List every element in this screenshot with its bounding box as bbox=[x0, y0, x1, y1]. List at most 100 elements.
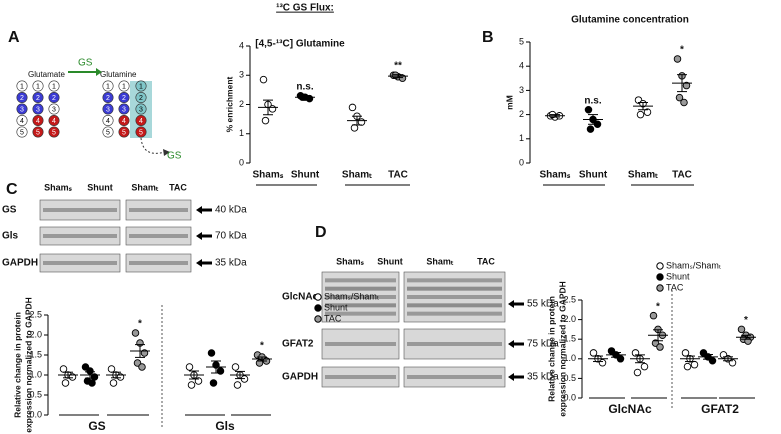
carbon-number: 1 bbox=[106, 83, 110, 90]
y-tick-label: 2.5 bbox=[29, 309, 42, 319]
carbon-number: 5 bbox=[122, 129, 126, 136]
carbon bbox=[135, 103, 147, 115]
annotation: n.s. bbox=[584, 95, 601, 106]
x-tick-label: Shamₛ bbox=[540, 170, 571, 181]
carbon bbox=[135, 92, 147, 104]
carbon-number: 3 bbox=[36, 106, 40, 113]
carbon bbox=[135, 126, 147, 138]
panel-label: A bbox=[8, 29, 20, 46]
exit-label: GS bbox=[167, 151, 182, 162]
y-tick-label: 0.5 bbox=[29, 389, 42, 399]
marker-arrow bbox=[196, 259, 212, 267]
carbon-number: 1 bbox=[36, 83, 40, 90]
band bbox=[407, 311, 502, 316]
band bbox=[325, 303, 396, 308]
carbon-diagram: 1 2 3 4 5 1 2 3 4 5 1 2 3 4 5 1 2 3 4 5 1 2 3 4 5 1 2 3 4 5 bbox=[16, 80, 147, 138]
x-tick-label: Shamₜ bbox=[628, 170, 658, 181]
blot-row-label: Gls bbox=[2, 231, 19, 242]
data-point bbox=[357, 118, 366, 126]
carbon-number: 2 bbox=[139, 95, 143, 102]
marker-label: 40 kDa bbox=[215, 205, 247, 216]
band bbox=[43, 261, 117, 265]
data-point bbox=[61, 379, 70, 387]
carbon bbox=[16, 126, 28, 138]
carbon bbox=[102, 115, 114, 127]
blot-row-label: GAPDH bbox=[282, 372, 318, 383]
marker-label: 35 kDa bbox=[215, 258, 247, 269]
data-point bbox=[88, 379, 96, 387]
legend-marker bbox=[314, 304, 322, 312]
y-axis-label: expression normalized to GAPDH bbox=[557, 281, 567, 417]
carbon-number: 4 bbox=[122, 118, 126, 125]
carbon-number: 3 bbox=[122, 106, 126, 113]
category-label: GlcNAc bbox=[608, 402, 652, 416]
carbon bbox=[102, 126, 114, 138]
annotation: * bbox=[744, 315, 748, 326]
data-point bbox=[187, 381, 196, 389]
data-point bbox=[656, 343, 664, 351]
data-point bbox=[682, 81, 691, 90]
carbon-number: 1 bbox=[139, 83, 143, 90]
data-point bbox=[131, 329, 140, 337]
y-tick-label: 2 bbox=[519, 109, 524, 119]
carbon bbox=[135, 115, 147, 127]
data-point bbox=[268, 105, 277, 113]
carbon bbox=[32, 115, 44, 127]
band bbox=[325, 342, 396, 346]
x-tick-label: TAC bbox=[388, 170, 408, 181]
y-axis-label: % enrichment bbox=[224, 76, 234, 132]
x-tick-label: TAC bbox=[672, 170, 692, 181]
carbon bbox=[48, 92, 60, 104]
marker-arrow bbox=[196, 206, 212, 214]
arrowhead bbox=[96, 68, 102, 76]
carbon bbox=[32, 80, 44, 92]
y-tick-label: 1.0 bbox=[563, 353, 576, 363]
panel-label: B bbox=[482, 29, 494, 46]
carbon bbox=[32, 126, 44, 138]
legend-marker bbox=[656, 284, 664, 292]
carbon-number: 1 bbox=[122, 83, 126, 90]
legend-marker bbox=[656, 273, 664, 281]
y-tick-label: 0.5 bbox=[563, 373, 576, 383]
y-tick-label: 2.5 bbox=[563, 294, 576, 304]
data-point bbox=[737, 325, 746, 334]
category-label: GS bbox=[88, 419, 105, 433]
band bbox=[407, 295, 502, 299]
marker-label: 70 kDa bbox=[215, 231, 247, 242]
data-point bbox=[391, 71, 400, 79]
carbon-number: 5 bbox=[139, 129, 143, 136]
carbon bbox=[48, 115, 60, 127]
data-point bbox=[680, 98, 688, 107]
data-point bbox=[616, 355, 625, 363]
blot-row-label: GFAT2 bbox=[282, 339, 314, 350]
carbon bbox=[118, 126, 130, 138]
y-tick-label: 2 bbox=[239, 99, 244, 109]
lane-label: Shunt bbox=[87, 182, 113, 192]
carbon-number: 1 bbox=[52, 83, 56, 90]
carbon-number: 5 bbox=[20, 129, 24, 136]
data-point bbox=[636, 110, 645, 119]
carbon bbox=[102, 92, 114, 104]
band bbox=[325, 295, 396, 299]
carbon-number: 3 bbox=[106, 106, 110, 113]
y-tick-label: 1.0 bbox=[29, 369, 42, 379]
carbon bbox=[48, 126, 60, 138]
carbon-number: 1 bbox=[20, 83, 24, 90]
carbon bbox=[118, 103, 130, 115]
legend-label: Shamₛ/Shamₜ bbox=[324, 291, 380, 301]
data-point bbox=[233, 381, 242, 389]
y-tick-label: 1.5 bbox=[29, 349, 42, 359]
legend-marker bbox=[314, 293, 322, 301]
band bbox=[325, 375, 396, 379]
data-point bbox=[207, 349, 216, 357]
data-point bbox=[673, 55, 682, 63]
marker-label: 35 kDa bbox=[527, 372, 559, 383]
chart-title: [4,5-¹³C] Glutamine bbox=[255, 39, 345, 50]
substrate-label: Glutamate bbox=[28, 70, 65, 79]
carbon bbox=[118, 115, 130, 127]
carbon bbox=[118, 80, 130, 92]
panel-label: C bbox=[6, 181, 18, 198]
data-point bbox=[259, 75, 268, 84]
data-point bbox=[633, 368, 642, 377]
y-tick-label: 0 bbox=[519, 157, 524, 167]
